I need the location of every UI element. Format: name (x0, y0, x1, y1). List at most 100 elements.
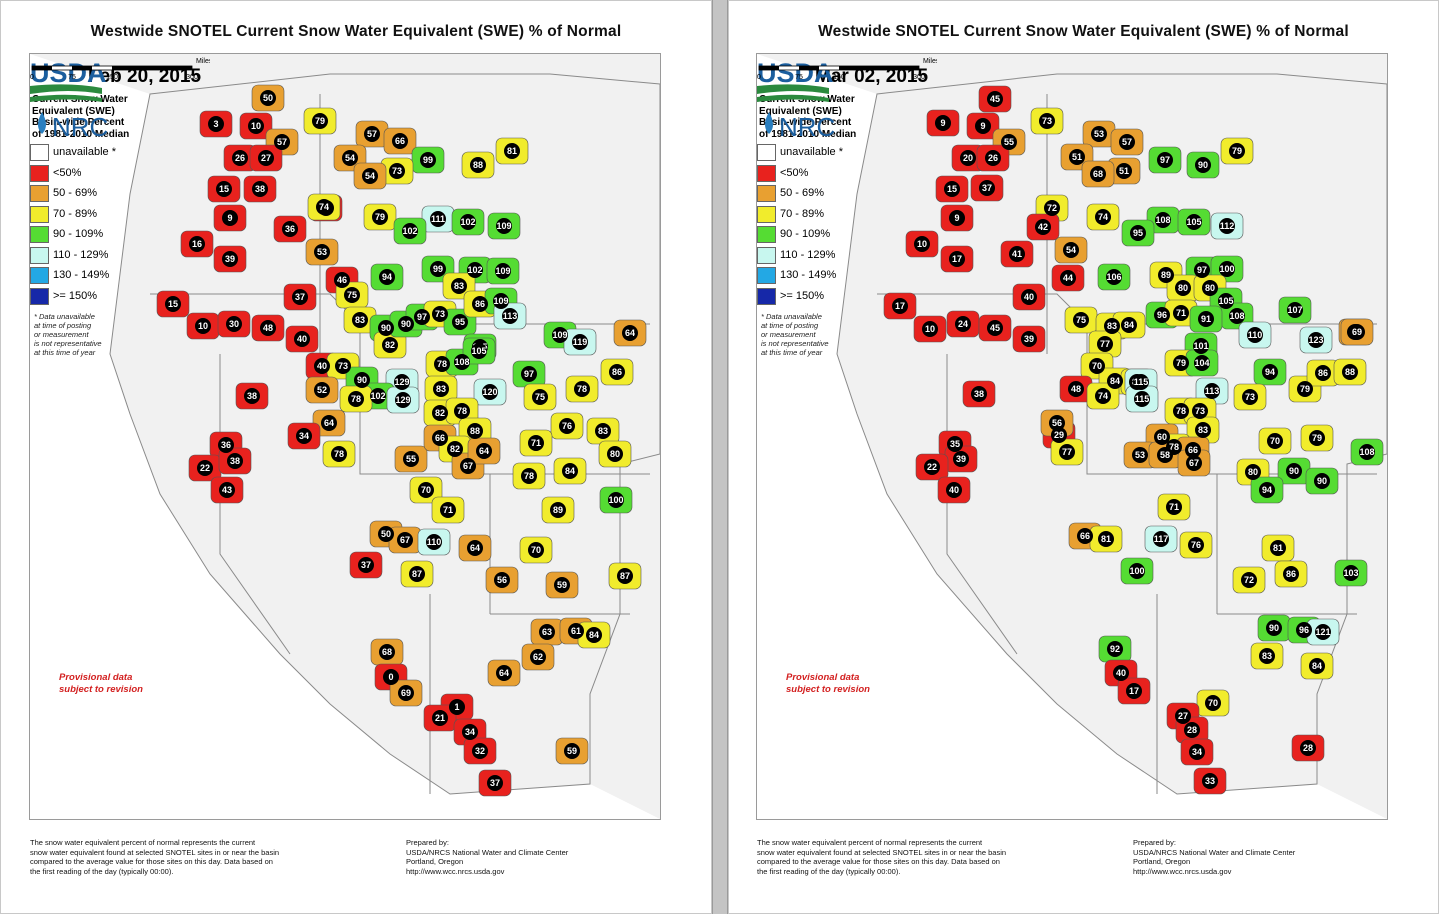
basin-value-label: 54 (365, 171, 375, 181)
basin-value-marker (334, 272, 350, 288)
basin-value-marker (1060, 270, 1076, 286)
basin-value-label: 73 (1195, 406, 1205, 416)
basin-value-label: 94 (382, 272, 392, 282)
basin-value-marker (449, 699, 465, 715)
basin-value-marker (1296, 622, 1312, 638)
basin-value-label: 102 (402, 226, 417, 236)
legend-footnote-line: at this time of year (761, 348, 823, 357)
basin-value-label: 35 (950, 439, 960, 449)
basin-value-marker (1157, 152, 1173, 168)
basin-value-label: 64 (499, 668, 509, 678)
legend-footnote-line: * Data unavailable (34, 312, 95, 321)
basin-value-marker (1309, 430, 1325, 446)
basin-value-label: 109 (495, 266, 510, 276)
basin-value-label: 79 (375, 212, 385, 222)
basin-value-label: 76 (562, 421, 572, 431)
basin-value-marker (1044, 200, 1060, 216)
map-title: Westwide SNOTEL Current Snow Water Equiv… (818, 23, 1349, 40)
basin-value-marker (433, 381, 449, 397)
basin-value-marker (1073, 312, 1089, 328)
basin-value-label: 84 (565, 466, 575, 476)
basin-value-label: 78 (437, 359, 447, 369)
basin-value-marker (944, 181, 960, 197)
footer-prepared-line: Prepared by: (406, 838, 449, 847)
basin-value-marker (502, 308, 518, 324)
footer-description: The snow water equivalent percent of nor… (30, 838, 279, 876)
basin-value-marker (430, 211, 446, 227)
basin-value-label: 34 (465, 727, 475, 737)
legend-footnote-line: at time of posting (761, 321, 819, 330)
basin-value-label: 103 (1343, 568, 1358, 578)
scale-tick-label: 0 (30, 74, 34, 81)
basin-value-marker (314, 382, 330, 398)
basin-value-label: 87 (412, 569, 422, 579)
basin-value-marker (1166, 499, 1182, 515)
panel-divider (712, 0, 728, 914)
basin-value-label: 86 (1286, 569, 1296, 579)
basin-value-marker (564, 743, 580, 759)
basin-value-marker (189, 236, 205, 252)
basin-value-marker (1153, 531, 1169, 547)
legend-label: 50 - 69% (780, 187, 825, 199)
basin-value-label: 83 (1107, 321, 1117, 331)
basin-value-marker (949, 251, 965, 267)
map-title: Westwide SNOTEL Current Snow Water Equiv… (90, 23, 622, 40)
basin-value-marker (1202, 773, 1218, 789)
footer-prepared-line: USDA/NRCS National Water and Climate Cen… (406, 847, 569, 857)
basin-value-label: 9 (227, 213, 232, 223)
basin-value-marker (316, 199, 332, 215)
basin-value-marker (467, 262, 483, 278)
basin-value-marker (622, 325, 638, 341)
basin-value-marker (504, 143, 520, 159)
basin-value-marker (971, 386, 987, 402)
basin-value-label: 72 (1244, 575, 1254, 585)
basin-layer: 9 45 9 55 73 53 57 51 20 26 15 37 9 72 10 17 41 42 54 44 17 1… (883, 85, 1384, 795)
basin-value-marker (574, 381, 590, 397)
basin-value-marker (414, 309, 430, 325)
basin-value-marker (434, 356, 450, 372)
basin-value-marker (195, 318, 211, 334)
basin-value-marker (454, 403, 470, 419)
basin-value-marker (530, 649, 546, 665)
basin-value-label: 73 (1245, 392, 1255, 402)
basin-value-label: 75 (347, 290, 357, 300)
basin-value-marker (1202, 280, 1218, 296)
basin-value-marker (562, 463, 578, 479)
basin-value-label: 64 (625, 328, 635, 338)
basin-value-label: 17 (952, 254, 962, 264)
basin-value-marker (1297, 381, 1313, 397)
basin-value-marker (1205, 695, 1221, 711)
basin-value-label: 84 (1312, 661, 1322, 671)
basin-value-label: 68 (382, 647, 392, 657)
basin-value-label: 107 (1287, 305, 1302, 315)
basin-value-marker (274, 134, 290, 150)
basin-value-label: 53 (1135, 450, 1145, 460)
basin-value-label: 80 (1178, 283, 1188, 293)
legend-swatch (757, 226, 776, 243)
basin-value-marker (1157, 447, 1173, 463)
basin-value-marker (1219, 261, 1235, 277)
basin-value-label: 10 (198, 321, 208, 331)
basin-value-label: 100 (1219, 264, 1234, 274)
usda-nrcs-logo: USDA NRCS (757, 58, 837, 142)
legend-label: 70 - 89% (53, 207, 98, 220)
ocean-area (757, 54, 1387, 819)
basin-value-label: 83 (436, 384, 446, 394)
basin-value-marker (452, 314, 468, 330)
basin-value-marker (344, 287, 360, 303)
basin-value-marker (1229, 308, 1245, 324)
basin-value-label: 26 (235, 153, 245, 163)
basin-value-label: 40 (1116, 668, 1126, 678)
basin-value-label: 79 (1312, 433, 1322, 443)
basin-value-label: 71 (1176, 308, 1186, 318)
basin-value-label: 10 (925, 324, 935, 334)
basin-value-marker (1218, 293, 1234, 309)
basin-value-marker (1192, 403, 1208, 419)
basin-value-marker (1095, 209, 1111, 225)
basin-value-marker (382, 337, 398, 353)
basin-value-marker (331, 446, 347, 462)
basin-value-label: 109 (493, 296, 508, 306)
legend-footnote-line: at this time of year (34, 348, 96, 357)
basin-value-label: 89 (1161, 270, 1171, 280)
basin-value-label: 81 (507, 146, 517, 156)
